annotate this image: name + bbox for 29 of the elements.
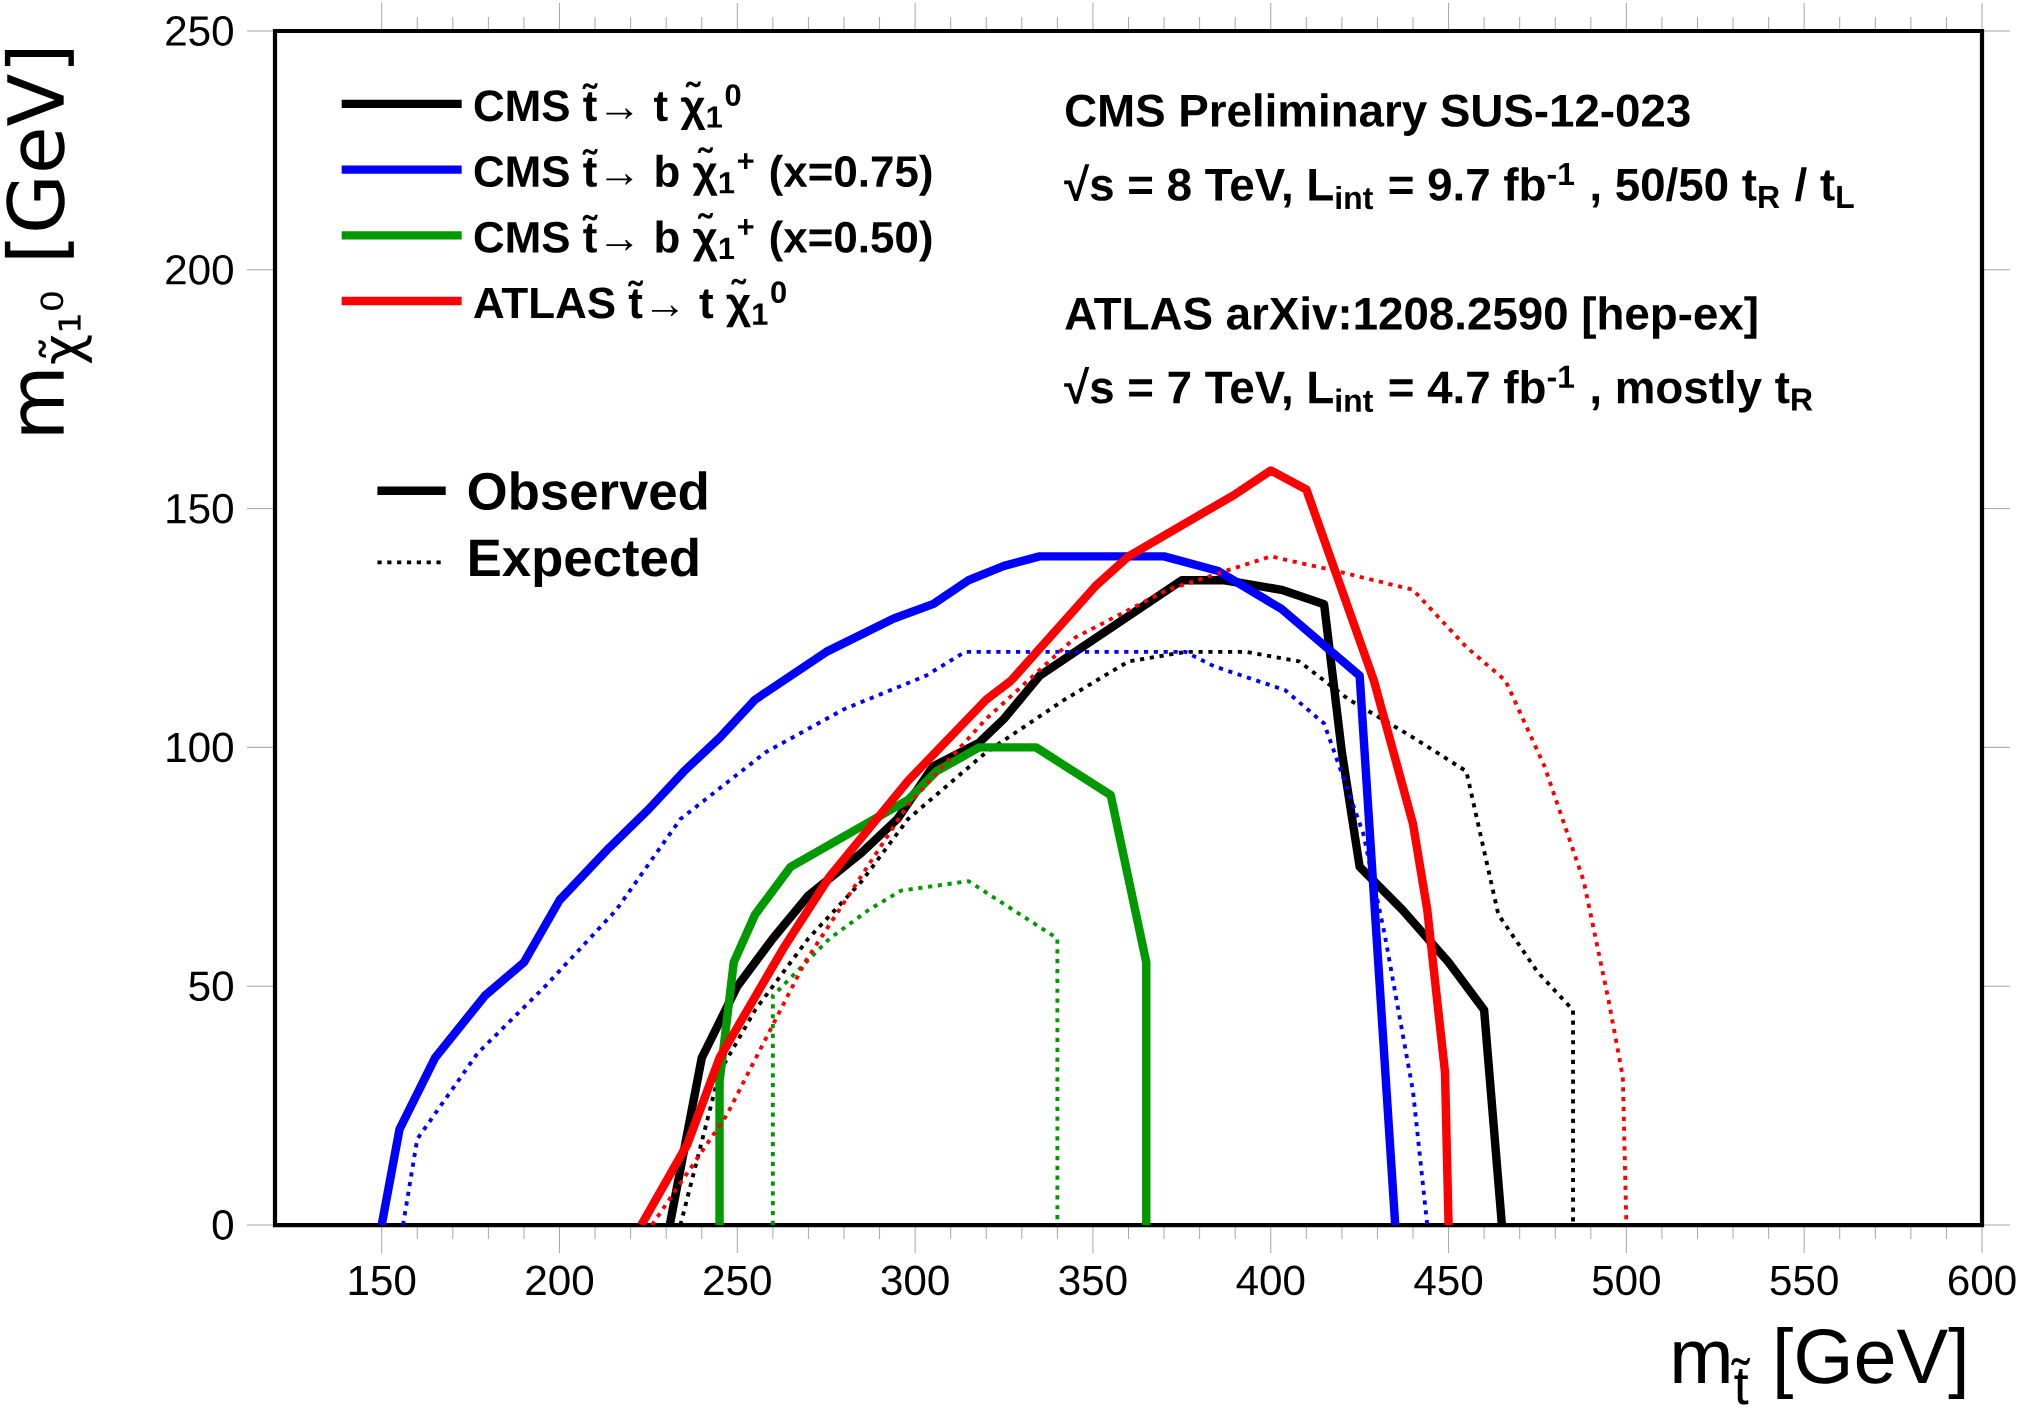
x-tick-label: 450 [1414, 1265, 1483, 1296]
x-tick-label: 300 [881, 1265, 949, 1296]
x-axis-title: m$_{t̃}$ [GeV] [1674, 1326, 1965, 1405]
annotation: ATLAS arXiv:1208.2590 [hep-ex] [1065, 296, 1757, 339]
legend-label: ATLAS t̃→ t χ̃$_{1}$0 [474, 278, 786, 328]
x-tick-label: 150 [349, 1265, 416, 1296]
line-series [770, 879, 1060, 1226]
y-tick-label: 150 [167, 493, 233, 524]
legend-label: CMS t̃→ b χ̃$_{1}$$^{+}$ (x=0.50) [474, 213, 932, 262]
y-tick-label: 50 [189, 971, 233, 1002]
x-tick-label: 550 [1770, 1265, 1838, 1296]
annotation: Expected [470, 537, 698, 587]
annotation: √s = 8 TeV, L$_{int}$ = 9.7 fb$^{-1}$ , 50/50 t$_{R}$ / t$_{L}$ [1064, 163, 1854, 210]
y-tick-label: 250 [166, 16, 233, 46]
annotation: CMS Preliminary SUS-12-023 [1065, 93, 1690, 136]
x-tick-label: 250 [704, 1265, 771, 1296]
annotation: Observed [468, 471, 707, 511]
legend-label: CMS t̃→ t χ̃$_{1}$0 [474, 81, 741, 131]
y-tick-label: 100 [167, 732, 233, 763]
x-tick-label: 400 [1236, 1265, 1305, 1296]
legend-label: CMS t̃→ b χ̃$_{1}$$^{+}$ (x=0.75) [474, 147, 932, 196]
annotation: √s = 7 TeV, L$_{int}$ = 4.7 fb$^{-1}$ , mostly t$_{R}$ [1064, 365, 1813, 413]
y-axis-title: m$_{χ̃₁⁰}$ [GeV] [4, 50, 92, 434]
x-tick-label: 500 [1592, 1265, 1660, 1296]
x-tick-label: 600 [1948, 1265, 2016, 1296]
x-tick-label: 350 [1059, 1265, 1127, 1296]
x-tick-label: 200 [526, 1265, 594, 1296]
y-tick-label: 200 [166, 254, 233, 285]
y-tick-label: 0 [212, 1210, 233, 1240]
